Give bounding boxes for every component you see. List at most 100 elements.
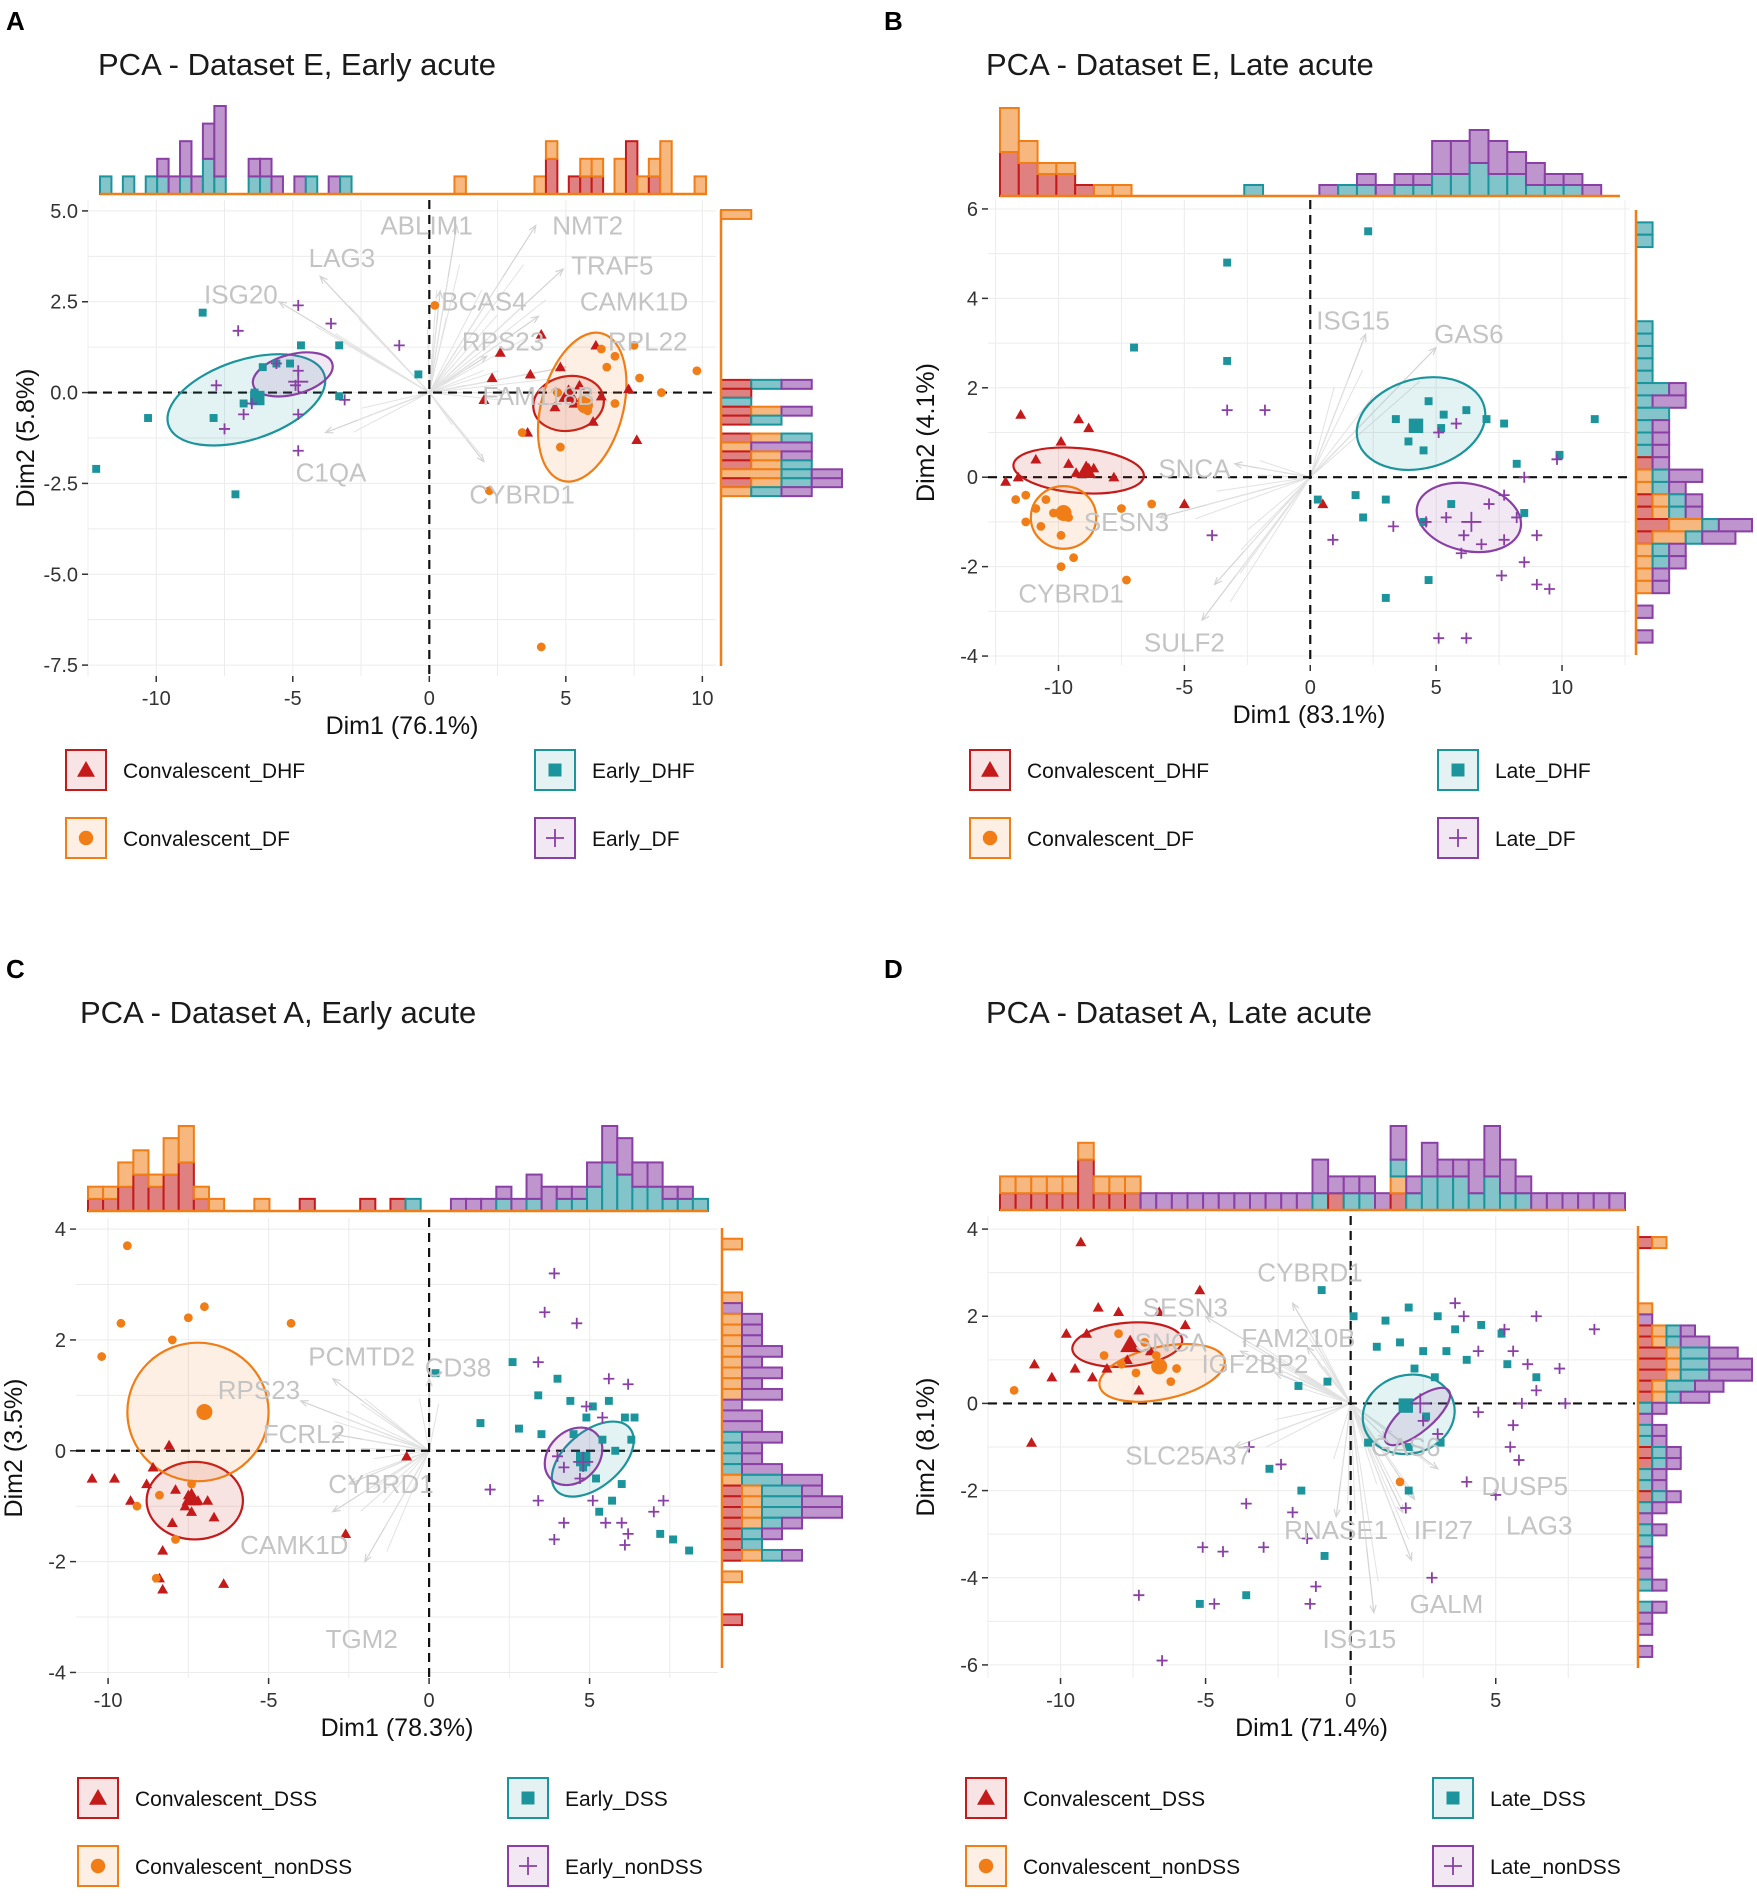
loading-arrowhead <box>1201 612 1210 622</box>
loading-arrow-faint <box>429 378 549 394</box>
group-centroid <box>181 1487 202 1506</box>
x-tick-label: 0 <box>1345 1690 1356 1712</box>
top-histogram-bar <box>1311 1158 1330 1195</box>
data-point <box>125 1495 137 1505</box>
top-histogram-bar <box>1111 184 1133 197</box>
right-histogram-bar <box>1668 505 1687 521</box>
loading-arrow-faint <box>428 364 455 393</box>
right-histogram-bar <box>720 378 753 390</box>
data-point <box>1317 498 1329 509</box>
data-point <box>582 1413 591 1422</box>
top-histogram-bar <box>156 175 170 195</box>
right-histogram-bar <box>721 1516 743 1530</box>
right-histogram-bar <box>1651 456 1671 471</box>
top-histogram-bar <box>144 175 159 195</box>
right-histogram-bar <box>1635 406 1671 422</box>
x-tick-label: 10 <box>691 688 713 710</box>
right-histogram-bar <box>1665 1379 1696 1393</box>
top-histogram-bar <box>247 175 262 195</box>
group-centroid <box>1408 418 1424 433</box>
loading-arrowhead <box>1273 1372 1284 1379</box>
data-point <box>622 1378 634 1390</box>
data-point <box>1055 435 1067 446</box>
top-histogram-bar <box>1355 184 1377 197</box>
data-point <box>629 340 639 350</box>
right-histogram-bar <box>1651 1490 1668 1504</box>
top-histogram-bar <box>1562 184 1584 197</box>
top-histogram-bar <box>586 1185 604 1212</box>
top-histogram-bar <box>102 1197 120 1213</box>
y-tick-label: -6 <box>960 1655 978 1677</box>
data-point <box>1475 538 1487 550</box>
right-histogram-bar <box>1665 1324 1682 1338</box>
data-point <box>610 399 620 408</box>
x-tick-label: 5 <box>1490 1690 1501 1712</box>
right-histogram-bar <box>1637 1567 1654 1581</box>
top-histogram-bar <box>1449 173 1471 197</box>
right-histogram-bar <box>1637 1512 1654 1526</box>
right-histogram-bar <box>720 486 753 498</box>
data-point <box>1323 1377 1332 1386</box>
top-histogram-bar <box>1017 162 1039 197</box>
data-point <box>587 416 599 426</box>
top-histogram-bar <box>999 151 1020 197</box>
data-point <box>1410 1364 1419 1373</box>
y-tick-label: -2.5 <box>44 473 78 495</box>
data-point <box>1422 1412 1431 1421</box>
data-point <box>157 1545 169 1555</box>
top-histogram-bar <box>1374 184 1396 197</box>
data-point <box>1430 1373 1439 1382</box>
right-histogram-bar <box>1651 1479 1668 1493</box>
legend-key <box>65 817 107 859</box>
gene-label: BCAS4 <box>441 287 526 317</box>
x-tick-label: -10 <box>142 688 171 710</box>
top-histogram-bar <box>533 175 547 195</box>
top-histogram-bar <box>659 140 673 195</box>
right-histogram-bar <box>721 1398 743 1412</box>
y-tick-label: 5.0 <box>50 201 78 223</box>
x-tick-label: 5 <box>560 688 571 710</box>
right-histogram-bar <box>1635 530 1654 545</box>
top-histogram-bar <box>586 1161 604 1188</box>
right-histogram-bar <box>1635 369 1654 385</box>
loading-arrow-faint <box>428 277 449 393</box>
data-point <box>1531 529 1543 541</box>
top-histogram-bar <box>1467 1192 1486 1211</box>
top-histogram-bar <box>1483 1175 1501 1211</box>
loading-arrow-faint <box>382 1450 430 1504</box>
group-centroid <box>1461 511 1482 532</box>
right-histogram-bar <box>1668 555 1687 570</box>
right-histogram-bar <box>741 1441 763 1455</box>
right-histogram-bar <box>1637 1368 1668 1382</box>
data-point <box>1472 1345 1484 1357</box>
loading-arrowhead <box>1306 1345 1315 1355</box>
top-histogram-bar <box>1202 1192 1220 1211</box>
legend-key <box>65 749 107 791</box>
top-histogram-bar <box>190 175 204 195</box>
right-histogram-bar <box>1651 1523 1668 1537</box>
loading-arrow-faint <box>1340 1403 1352 1482</box>
loading-arrow-faint <box>1216 476 1311 492</box>
group-centroid <box>1055 504 1072 521</box>
data-point <box>1197 1541 1209 1553</box>
top-histogram-bar <box>1092 184 1114 197</box>
data-point <box>141 1478 153 1489</box>
loading-arrow-faint <box>360 1447 430 1452</box>
top-histogram-bar <box>304 175 319 195</box>
loading-arrowhead <box>1233 461 1243 469</box>
right-histogram-bar <box>721 1613 743 1627</box>
data-point <box>167 1335 177 1345</box>
data-point <box>616 1517 628 1529</box>
top-histogram-bar <box>117 1161 135 1188</box>
data-point <box>558 1461 570 1473</box>
loading-arrow-faint <box>428 317 447 393</box>
data-point <box>1419 1347 1428 1356</box>
gene-label: CYBRD1 <box>469 479 574 509</box>
y-tick-label: 4 <box>967 1219 978 1241</box>
data-point <box>1206 529 1218 541</box>
top-histogram-bar <box>1055 173 1077 197</box>
top-histogram-bar <box>1412 184 1434 197</box>
data-point <box>179 1500 191 1511</box>
gene-label: DUSP5 <box>1481 1471 1568 1501</box>
right-histogram-bar <box>1679 1324 1696 1338</box>
